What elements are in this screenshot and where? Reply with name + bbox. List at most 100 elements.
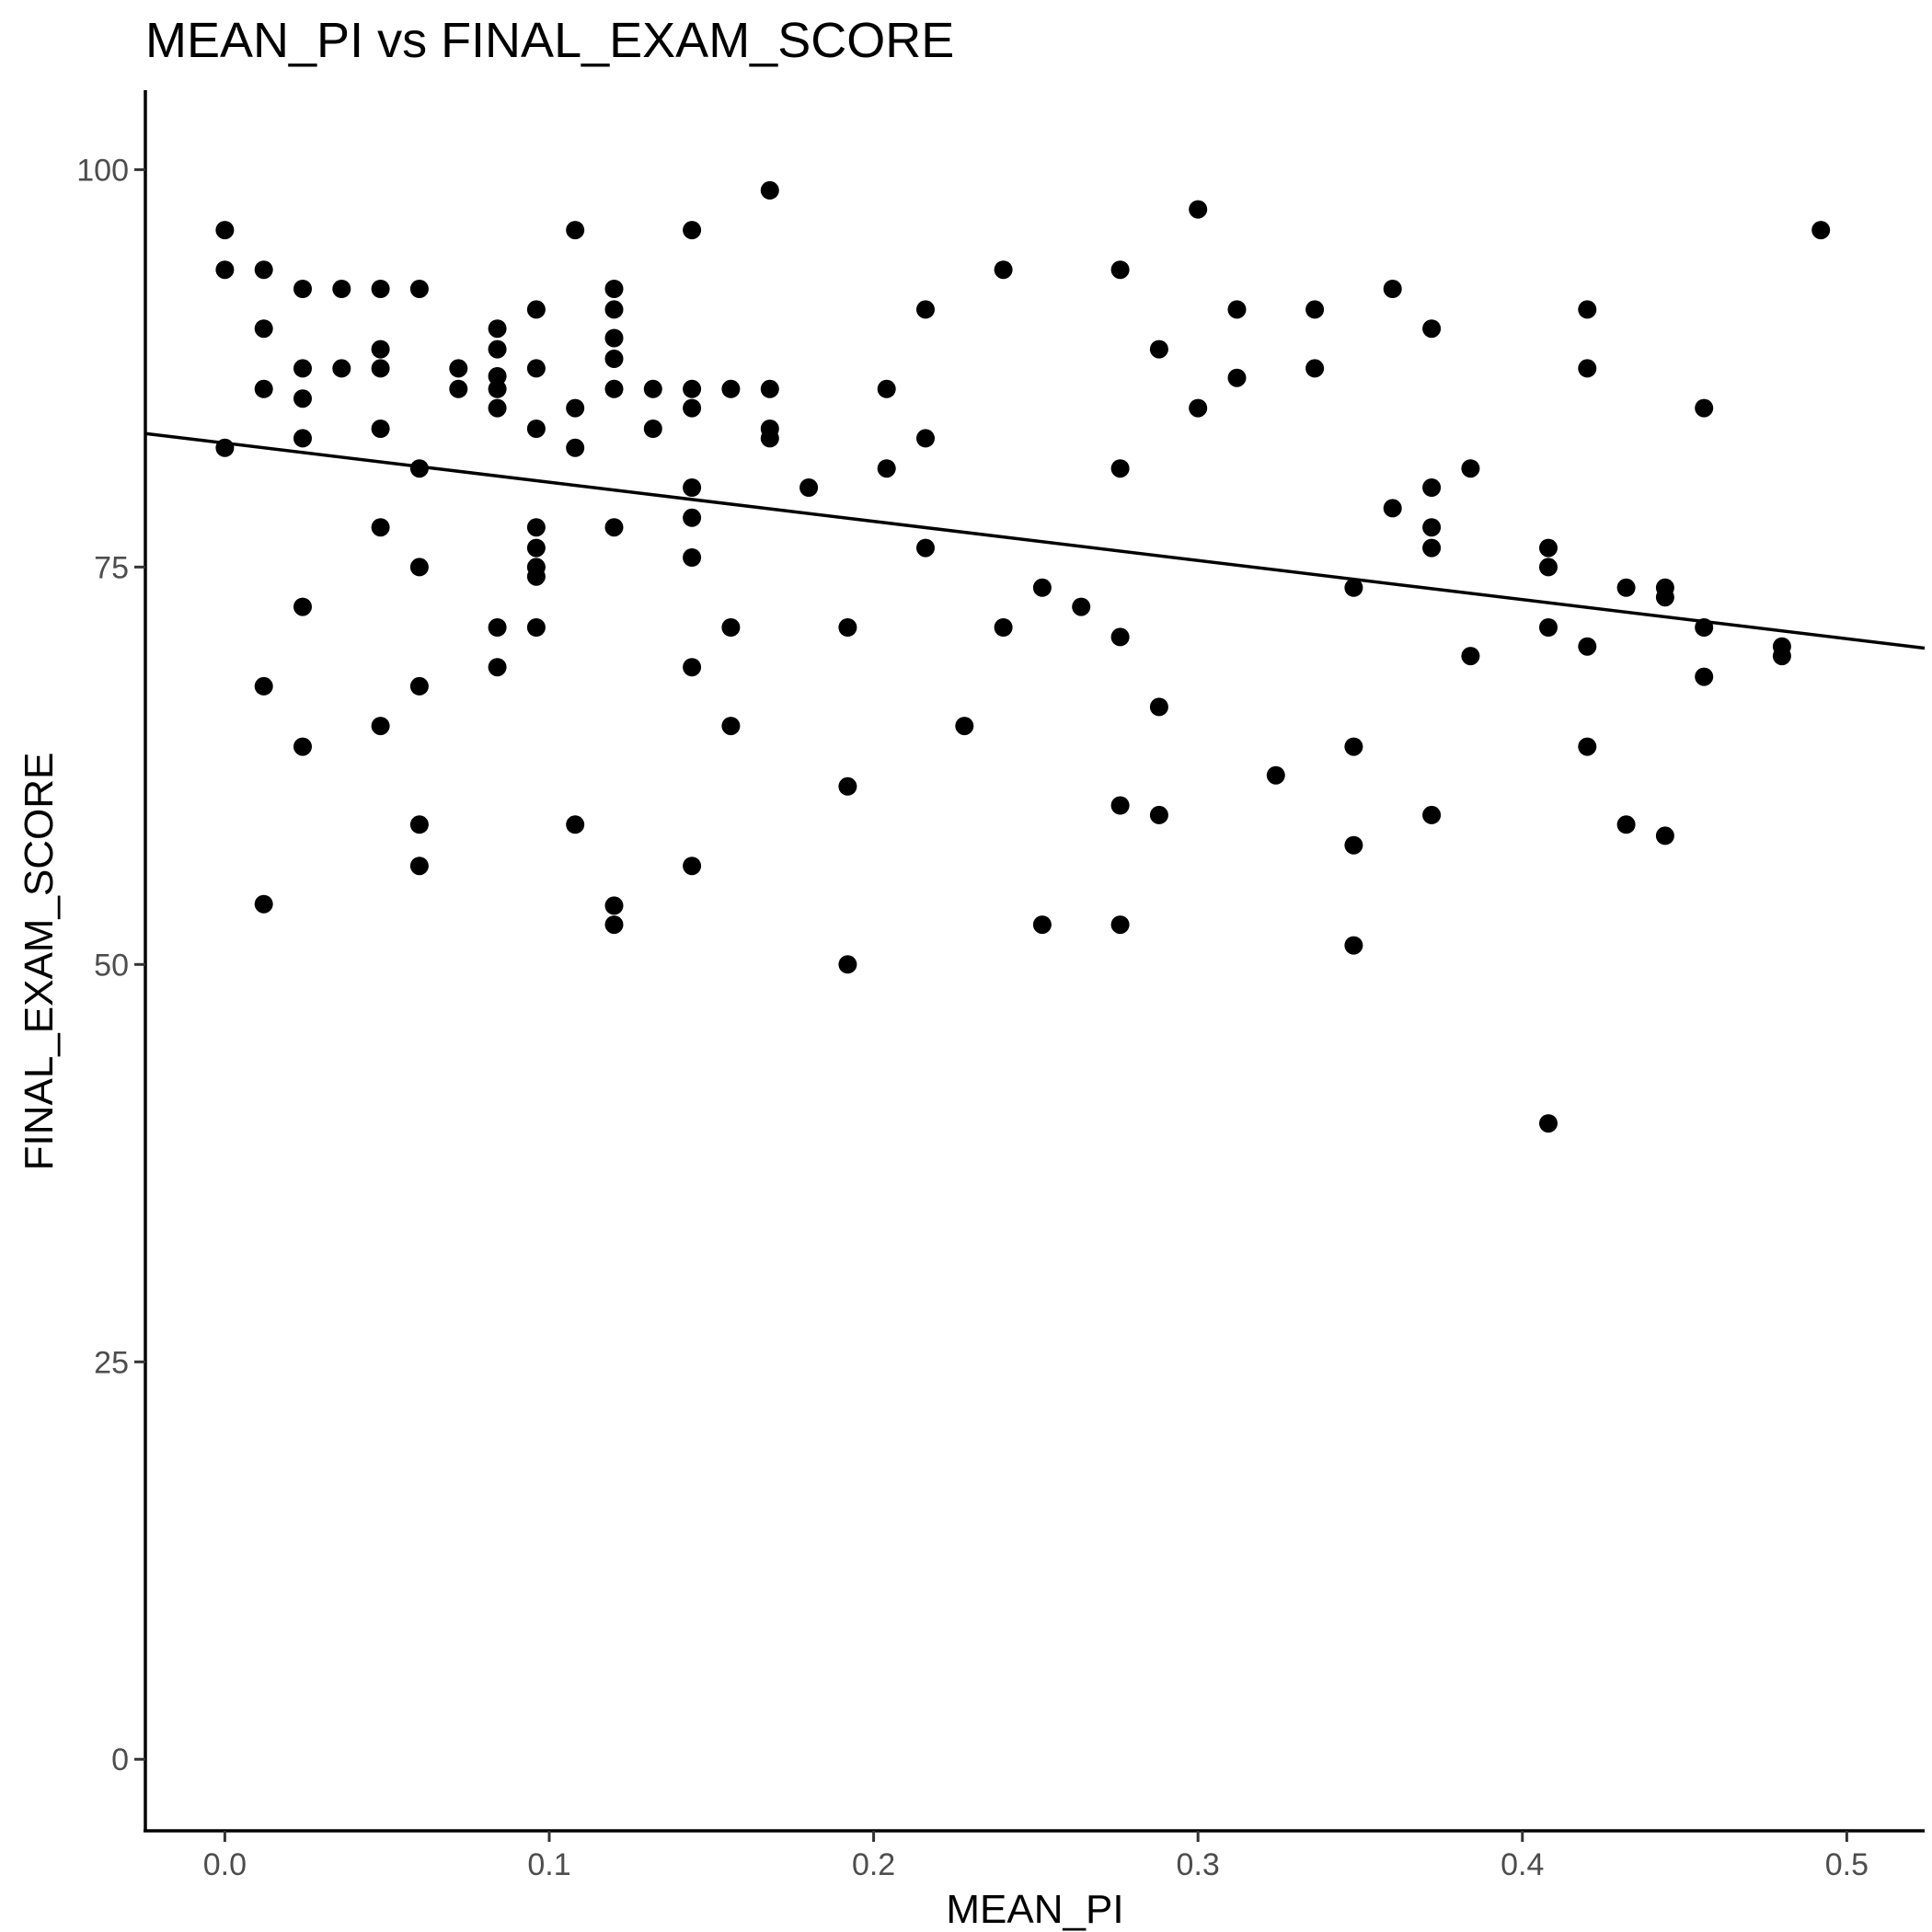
data-point xyxy=(293,389,312,408)
data-point xyxy=(1110,459,1130,478)
data-point xyxy=(1227,368,1247,387)
y-tick-label: 75 xyxy=(94,550,129,585)
data-point xyxy=(293,737,312,756)
data-point xyxy=(1110,627,1130,647)
data-point xyxy=(488,319,507,339)
data-point xyxy=(683,658,702,677)
data-point xyxy=(1422,805,1442,824)
data-point xyxy=(643,420,662,438)
x-tick-label: 0.4 xyxy=(1501,1847,1544,1882)
data-point xyxy=(371,280,390,298)
y-axis-label: FINAL_EXAM_SCORE xyxy=(17,753,62,1171)
data-point xyxy=(1811,221,1831,240)
data-point xyxy=(293,280,312,298)
data-point xyxy=(566,398,585,418)
chart-title: MEAN_PI vs FINAL_EXAM_SCORE xyxy=(145,13,954,68)
data-point xyxy=(371,518,390,537)
data-point xyxy=(838,618,857,637)
data-point xyxy=(604,518,624,537)
data-point xyxy=(1772,647,1791,666)
data-point xyxy=(1539,538,1558,558)
data-point xyxy=(526,618,546,637)
data-point xyxy=(683,478,702,497)
data-point xyxy=(526,420,546,438)
data-point xyxy=(1110,915,1130,935)
data-point xyxy=(1149,805,1168,824)
data-point xyxy=(1189,398,1208,418)
x-tick-label: 0.0 xyxy=(203,1847,247,1882)
data-points xyxy=(215,180,1831,1133)
data-point xyxy=(760,379,779,398)
data-point xyxy=(254,894,273,914)
data-point xyxy=(1422,518,1442,537)
data-point xyxy=(1461,459,1480,478)
data-point xyxy=(1655,588,1674,607)
data-point xyxy=(604,300,624,319)
y-tick-label: 0 xyxy=(111,1742,129,1777)
data-point xyxy=(683,221,702,240)
data-point xyxy=(526,300,546,319)
data-point xyxy=(409,558,429,577)
data-point xyxy=(1227,300,1247,319)
data-point xyxy=(371,339,390,359)
data-point xyxy=(799,478,819,497)
x-tick-label: 0.1 xyxy=(527,1847,570,1882)
data-point xyxy=(683,398,702,418)
data-point xyxy=(1422,478,1442,497)
data-point xyxy=(254,260,273,280)
x-axis-ticks: 0.0 0.1 0.2 0.3 0.4 0.5 xyxy=(203,1831,1869,1882)
data-point xyxy=(1344,835,1363,855)
data-point xyxy=(760,180,779,200)
data-point xyxy=(1110,796,1130,815)
data-point xyxy=(994,260,1013,280)
data-point xyxy=(1344,737,1363,756)
data-point xyxy=(1305,300,1325,319)
data-point xyxy=(760,429,779,448)
data-point xyxy=(215,221,235,240)
y-tick-label: 50 xyxy=(94,948,129,983)
data-point xyxy=(838,955,857,974)
x-tick-label: 0.2 xyxy=(852,1847,895,1882)
data-point xyxy=(877,379,896,398)
data-point xyxy=(604,896,624,915)
data-point xyxy=(683,508,702,527)
data-point xyxy=(371,717,390,736)
data-point xyxy=(838,776,857,796)
data-point xyxy=(409,459,429,478)
y-tick-label: 25 xyxy=(94,1345,129,1380)
data-point xyxy=(1383,280,1402,298)
data-point xyxy=(1616,815,1636,834)
data-point xyxy=(916,300,935,319)
data-point xyxy=(1655,826,1674,845)
data-point xyxy=(488,367,507,385)
data-point xyxy=(604,350,624,368)
data-point xyxy=(683,548,702,567)
y-axis-ticks: 0 25 50 75 100 xyxy=(76,153,145,1777)
data-point xyxy=(1578,359,1597,378)
x-axis-label: MEAN_PI xyxy=(946,1887,1123,1932)
data-point xyxy=(215,260,235,280)
data-point xyxy=(449,359,468,378)
data-point xyxy=(488,618,507,637)
data-point xyxy=(683,379,702,398)
data-point xyxy=(1578,737,1597,756)
data-point xyxy=(1149,697,1168,717)
data-point xyxy=(955,717,974,736)
data-point xyxy=(994,618,1013,637)
data-point xyxy=(1616,578,1636,597)
data-point xyxy=(488,379,507,398)
data-point xyxy=(254,319,273,339)
data-point xyxy=(1110,260,1130,280)
data-point xyxy=(1539,1114,1558,1133)
data-point xyxy=(604,280,624,298)
data-point xyxy=(1422,319,1442,339)
data-point xyxy=(604,915,624,935)
data-point xyxy=(1072,597,1091,616)
data-point xyxy=(332,280,351,298)
trend-line-layer xyxy=(144,431,1926,650)
data-point xyxy=(254,676,273,696)
data-point xyxy=(1422,538,1442,558)
data-point xyxy=(1578,300,1597,319)
data-point xyxy=(1266,765,1285,785)
data-point xyxy=(721,717,741,736)
